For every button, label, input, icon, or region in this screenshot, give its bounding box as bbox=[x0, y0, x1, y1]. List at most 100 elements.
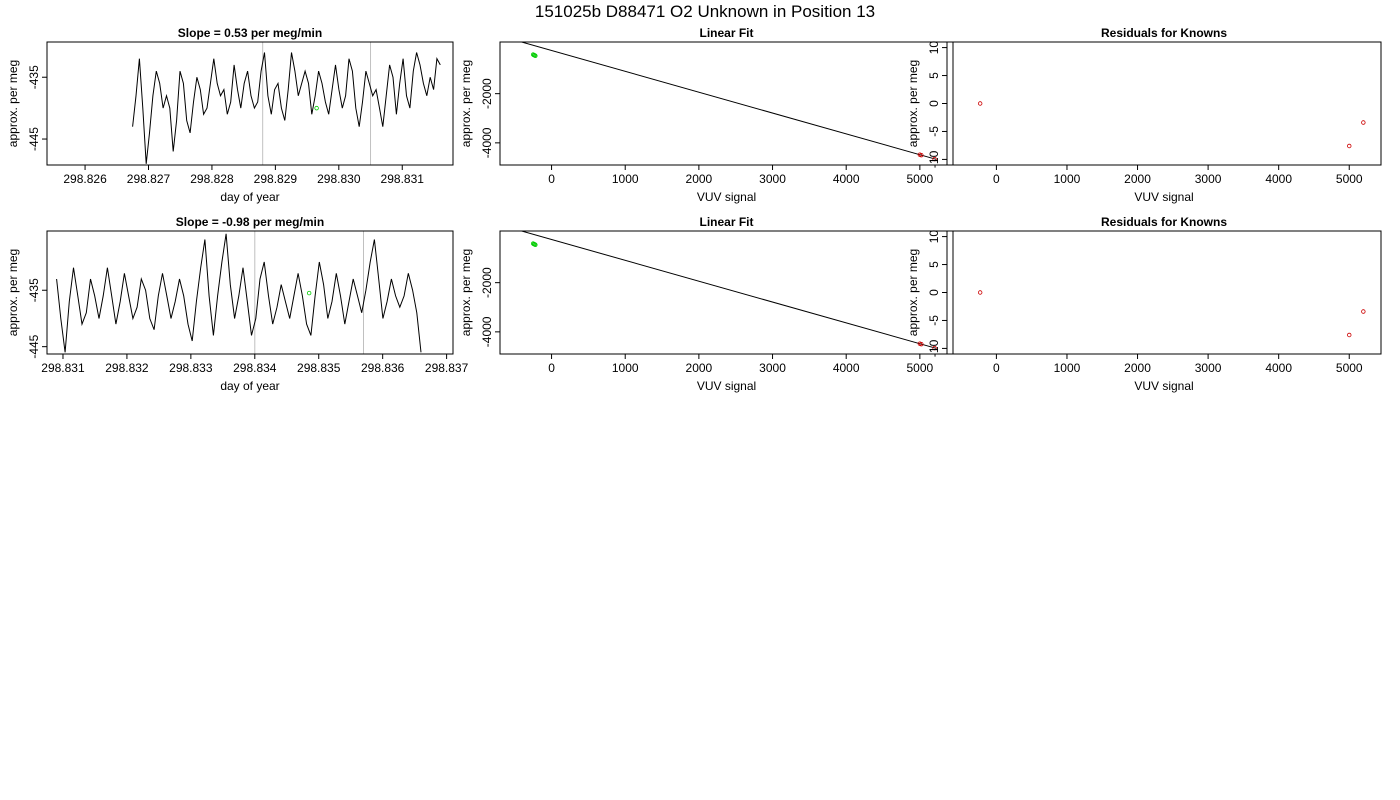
x-tick-label: 1000 bbox=[612, 361, 639, 375]
x-tick-label: 298.830 bbox=[317, 172, 361, 186]
fit-line bbox=[519, 231, 937, 349]
chart-panel-6: Residuals for Knowns 0 1000 2000 3000 4000 500… bbox=[906, 215, 1382, 393]
x-axis-label: day of year bbox=[220, 379, 279, 393]
x-tick-label: 3000 bbox=[759, 361, 786, 375]
chart-panel-2: Linear Fit 0 1000 2000 3000 4000 5000 -2000 -400… bbox=[459, 26, 954, 204]
x-tick-label: 4000 bbox=[1265, 172, 1292, 186]
x-tick-label: 298.829 bbox=[254, 172, 298, 186]
chart-panel-4: Slope = -0.98 per meg/min 298.831 298.832 2… bbox=[6, 215, 469, 393]
y-tick-label: -4000 bbox=[480, 316, 494, 347]
x-tick-label: 5000 bbox=[1336, 361, 1363, 375]
x-tick-label: 2000 bbox=[1124, 361, 1151, 375]
x-tick-label: 4000 bbox=[833, 361, 860, 375]
unknown-point bbox=[306, 290, 312, 296]
known-point bbox=[932, 345, 937, 351]
x-tick-label: 0 bbox=[993, 361, 1000, 375]
plot-frame bbox=[46, 41, 454, 166]
x-tick-label: 2000 bbox=[686, 172, 713, 186]
chart-panel-1: Slope = 0.53 per meg/min 298.826 298.827 29… bbox=[6, 26, 454, 204]
y-tick-label: -445 bbox=[27, 334, 41, 358]
known-point bbox=[1361, 309, 1366, 314]
y-tick-label: 10 bbox=[927, 230, 941, 244]
x-tick-label: 0 bbox=[548, 361, 555, 375]
unknown-point bbox=[531, 52, 537, 58]
known-point bbox=[919, 152, 924, 158]
y-axis-label: approx. per meg bbox=[459, 60, 473, 147]
panel-title: Slope = -0.98 per meg/min bbox=[176, 215, 324, 229]
known-point bbox=[932, 156, 937, 162]
known-point bbox=[1347, 332, 1352, 338]
y-tick-label: -2000 bbox=[480, 267, 494, 298]
x-tick-label: 298.833 bbox=[169, 361, 213, 375]
panel-title: Slope = 0.53 per meg/min bbox=[178, 26, 322, 40]
y-tick-label: -435 bbox=[27, 65, 41, 89]
known-point bbox=[1347, 143, 1352, 149]
unknown-point bbox=[531, 241, 537, 247]
x-tick-label: 2000 bbox=[1124, 172, 1151, 186]
x-tick-label: 5000 bbox=[907, 361, 934, 375]
x-tick-label: 298.834 bbox=[233, 361, 277, 375]
x-tick-label: 298.835 bbox=[297, 361, 341, 375]
plot-frame bbox=[46, 230, 454, 355]
y-tick-label: -445 bbox=[27, 127, 41, 151]
known-point bbox=[977, 290, 983, 295]
x-tick-label: 298.831 bbox=[381, 172, 425, 186]
x-tick-label: 0 bbox=[548, 172, 555, 186]
x-axis-label: VUV signal bbox=[1134, 379, 1193, 393]
x-tick-label: 3000 bbox=[1195, 361, 1222, 375]
x-tick-label: 3000 bbox=[1195, 172, 1222, 186]
y-tick-label: -2000 bbox=[480, 78, 494, 109]
x-tick-label: 4000 bbox=[833, 172, 860, 186]
x-tick-label: 298.836 bbox=[361, 361, 405, 375]
x-tick-label: 298.827 bbox=[127, 172, 171, 186]
page-title: 151025b D88471 O2 Unknown in Position 13 bbox=[535, 2, 875, 21]
panel-title: Linear Fit bbox=[699, 26, 753, 40]
chart-panel-5: Linear Fit 0 1000 2000 3000 4000 5000 -2000 -400… bbox=[459, 215, 954, 393]
y-tick-label: -5 bbox=[927, 315, 941, 326]
x-axis-label: VUV signal bbox=[1134, 190, 1193, 204]
x-tick-label: 3000 bbox=[759, 172, 786, 186]
y-tick-label: 10 bbox=[927, 41, 941, 55]
unknown-point bbox=[314, 105, 319, 111]
y-tick-label: -10 bbox=[927, 339, 941, 357]
chart-panels: Slope = 0.53 per meg/min 298.826 298.827 29… bbox=[6, 26, 1382, 393]
plot-frame bbox=[499, 41, 954, 166]
x-axis-label: day of year bbox=[220, 190, 279, 204]
y-tick-label: 0 bbox=[927, 289, 941, 296]
known-point bbox=[1361, 120, 1366, 125]
y-tick-label: -435 bbox=[27, 278, 41, 302]
y-axis-label: approx. per meg bbox=[6, 249, 20, 336]
x-tick-label: 298.832 bbox=[105, 361, 149, 375]
x-tick-label: 1000 bbox=[612, 172, 639, 186]
y-axis-label: approx. per meg bbox=[906, 249, 920, 336]
x-tick-label: 1000 bbox=[1054, 361, 1081, 375]
y-tick-label: 5 bbox=[927, 261, 941, 268]
y-axis-label: approx. per meg bbox=[459, 249, 473, 336]
y-tick-label: -4000 bbox=[480, 127, 494, 158]
plot-frame bbox=[946, 41, 1382, 166]
x-tick-label: 4000 bbox=[1265, 361, 1292, 375]
x-tick-label: 298.837 bbox=[425, 361, 469, 375]
y-tick-label: -10 bbox=[927, 150, 941, 168]
x-tick-label: 0 bbox=[993, 172, 1000, 186]
plot-frame bbox=[499, 230, 954, 355]
panel-title: Residuals for Knowns bbox=[1101, 215, 1227, 229]
x-tick-label: 2000 bbox=[686, 361, 713, 375]
x-tick-label: 5000 bbox=[907, 172, 934, 186]
series-line bbox=[132, 52, 441, 164]
x-tick-label: 298.826 bbox=[63, 172, 107, 186]
panel-title: Linear Fit bbox=[699, 215, 753, 229]
x-axis-label: VUV signal bbox=[697, 190, 756, 204]
chart-panel-3: Residuals for Knowns 0 1000 2000 3000 4000 500… bbox=[906, 26, 1382, 204]
plot-frame bbox=[946, 230, 1382, 355]
x-tick-label: 298.831 bbox=[41, 361, 85, 375]
y-tick-label: 5 bbox=[927, 72, 941, 79]
x-axis-label: VUV signal bbox=[697, 379, 756, 393]
x-tick-label: 1000 bbox=[1054, 172, 1081, 186]
known-point bbox=[977, 101, 983, 106]
y-tick-label: 0 bbox=[927, 100, 941, 107]
x-tick-label: 298.828 bbox=[190, 172, 234, 186]
y-tick-label: -5 bbox=[927, 126, 941, 137]
x-tick-label: 5000 bbox=[1336, 172, 1363, 186]
